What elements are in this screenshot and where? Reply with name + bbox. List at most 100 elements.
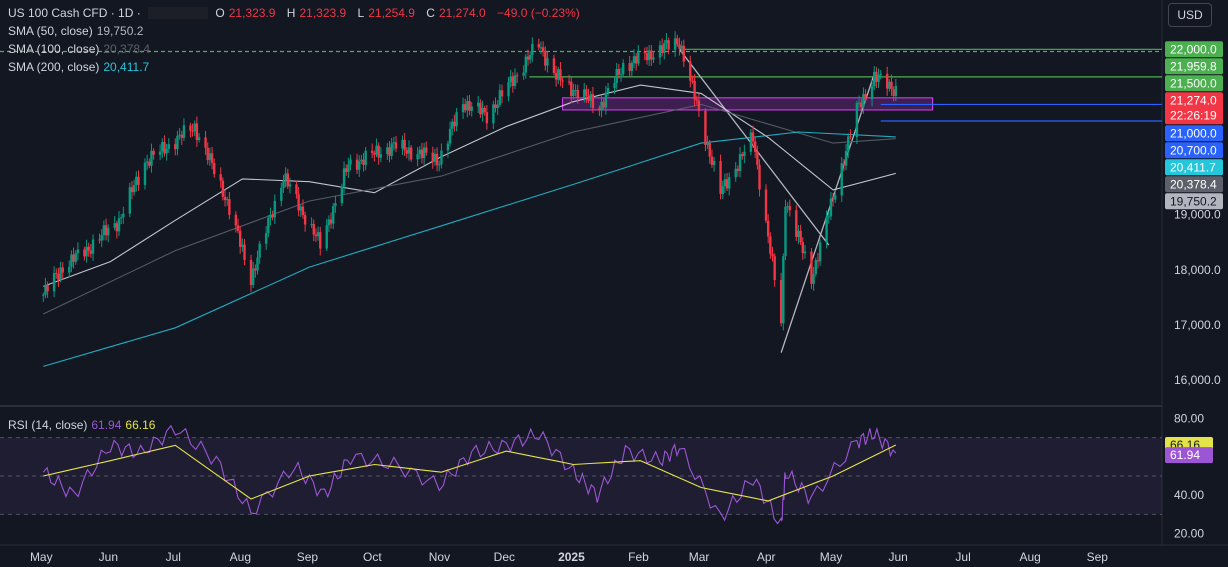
candle [327,215,331,233]
ohlc-close: C 21,274.0 [426,6,486,20]
candle [74,250,77,265]
candle-body [756,151,759,165]
candle [691,75,694,84]
candle-body [91,239,95,254]
candle-body [176,135,179,150]
candle [301,199,305,219]
candle-body [137,176,140,185]
candle-body [665,40,668,44]
candle [113,216,116,231]
candle [394,135,398,153]
candle-body [507,82,510,97]
candle [373,150,376,162]
candle-body [57,273,60,280]
candle [264,226,268,250]
candle-body [572,90,575,96]
candle [243,238,246,266]
candle [652,51,655,64]
candle [773,253,776,287]
candle-body [70,254,73,267]
sma200-legend[interactable]: SMA (200, close) 20,411.7 [8,60,150,74]
candle [461,97,465,120]
candle-body [842,163,846,166]
candle-body [210,153,214,163]
candle-body [721,186,724,194]
currency-button[interactable]: USD [1168,3,1212,27]
sma100-legend[interactable]: SMA (100, close) 20,378.4 [8,42,151,56]
candle-body [795,210,798,237]
candle [496,100,499,116]
candle [355,153,359,174]
sma50-line [43,84,896,287]
candle [500,84,504,104]
candle-body [165,148,168,154]
candle [725,173,729,191]
candle-body [509,76,512,83]
candle-body [589,94,592,101]
candle [418,145,421,160]
candle-body [546,58,549,66]
candle [531,37,534,63]
candle [390,137,393,160]
symbol-legend: US 100 Cash CFD · 1D · O 21,323.9 H 21,323… [8,6,584,20]
candle [855,100,859,145]
candle-body [782,256,785,324]
candle [61,262,64,280]
candle-body [327,219,331,226]
candle [98,233,101,244]
candle-body [658,45,662,58]
candle [165,143,168,161]
candle-body [557,69,560,80]
candle [526,49,530,66]
candle-body [628,63,631,71]
candle-body [312,224,315,235]
candle [345,164,348,176]
candle-body [61,267,64,273]
candle-body [652,57,655,60]
candle-body [386,147,389,155]
rsi-legend[interactable]: RSI (14, close) 61.94 66.16 [8,418,156,432]
candle [145,154,149,170]
candle [782,253,785,331]
candle [676,34,679,47]
candle-body [492,104,495,124]
candle-body [647,50,651,61]
candle-body [749,132,753,152]
candle [728,172,731,196]
candle-body [358,161,361,170]
candle [319,226,322,256]
candle-body [418,149,421,155]
candle-body [236,225,240,231]
candle-body [249,259,253,286]
candle-body [587,95,590,101]
price-scale-label [1165,193,1223,210]
candle-body [284,173,287,181]
candle-body [771,253,774,257]
candle-body [831,198,835,200]
candle [364,146,367,171]
candle [392,136,396,151]
candle [630,60,634,77]
candle [803,244,807,259]
candle [890,74,893,96]
price-scale-label-text: 21,959.8 [1170,59,1217,73]
candle-body [98,239,101,241]
candle [829,192,833,221]
candle [870,80,874,107]
rsi-tick-label: 20.00 [1174,527,1204,541]
candle [451,118,454,136]
candle-body [301,206,305,216]
candle [834,190,837,203]
candle [723,173,727,193]
candle [864,89,867,103]
sma50-legend[interactable]: SMA (50, close) 19,750.2 [8,24,144,38]
candle-body [663,43,666,54]
candles [42,31,898,331]
candle [91,234,95,261]
candle-body [258,243,261,258]
candle [219,167,222,188]
candle [468,94,471,116]
candle-body [74,253,77,262]
candle-body [697,100,701,111]
